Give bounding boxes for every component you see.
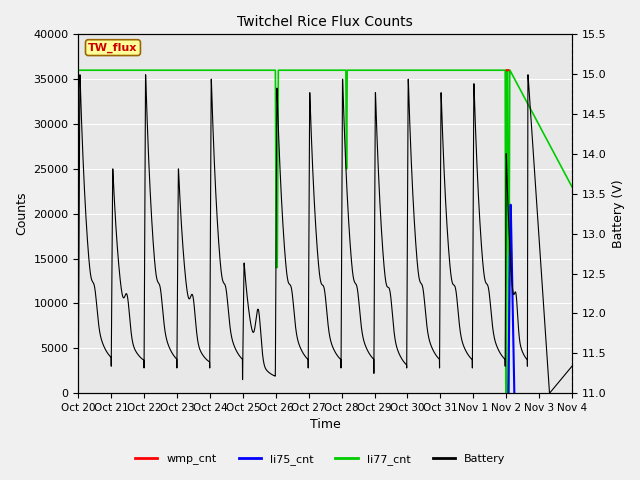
Y-axis label: Battery (V): Battery (V) (612, 180, 625, 248)
X-axis label: Time: Time (310, 419, 340, 432)
Legend: wmp_cnt, li75_cnt, li77_cnt, Battery: wmp_cnt, li75_cnt, li77_cnt, Battery (131, 450, 509, 469)
Text: TW_flux: TW_flux (88, 42, 138, 53)
Y-axis label: Counts: Counts (15, 192, 28, 236)
Title: Twitchel Rice Flux Counts: Twitchel Rice Flux Counts (237, 15, 413, 29)
